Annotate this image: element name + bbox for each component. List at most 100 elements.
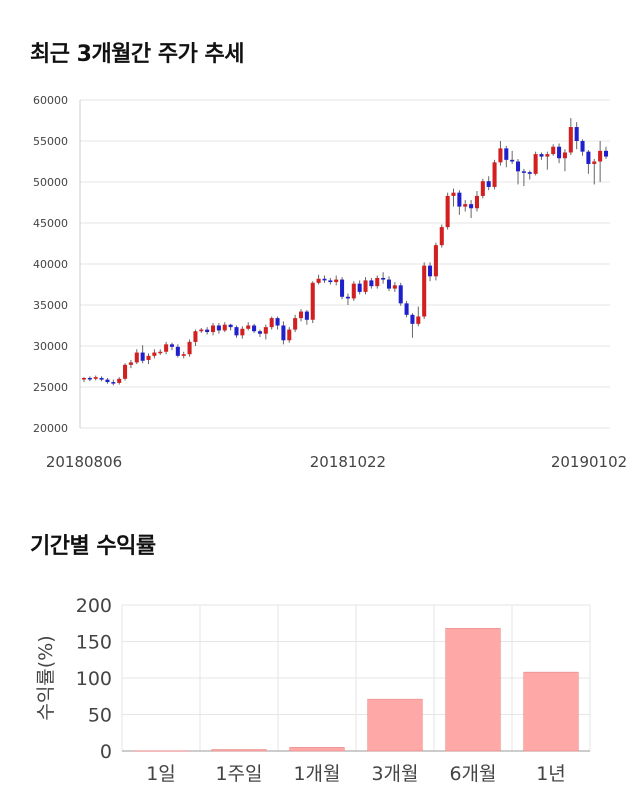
y-tick-label: 100 (76, 668, 112, 690)
candle-body (598, 150, 603, 162)
candle-body (93, 377, 98, 379)
candle-body (304, 311, 309, 320)
candle-body (275, 318, 280, 326)
x-tick-label: 6개월 (449, 763, 496, 785)
candle-body (293, 318, 298, 330)
y-tick-label: 50 (88, 705, 112, 727)
x-tick-label: 20180806 (46, 453, 122, 471)
x-tick-label: 3개월 (371, 763, 418, 785)
return-by-period-title: 기간별 수익률 (30, 534, 156, 559)
candle-body (105, 379, 110, 383)
candle-body (357, 283, 362, 292)
candle-body (234, 327, 239, 336)
candle-body (252, 325, 257, 332)
candle-body (539, 154, 544, 157)
candle-body (545, 154, 550, 157)
x-tick-label: 1년 (536, 763, 566, 785)
candle-body (328, 280, 333, 283)
candle-body (81, 377, 87, 380)
candle-body (240, 328, 245, 336)
candle-body (263, 327, 268, 334)
candle-body (146, 355, 151, 360)
candle-body (445, 195, 450, 228)
candle-body (281, 325, 286, 341)
candle-body (187, 341, 192, 355)
candle-body (428, 265, 433, 277)
candle-body (404, 303, 409, 315)
candle-body (298, 311, 304, 319)
x-tick-label: 1개월 (293, 763, 340, 785)
candle-body (164, 344, 169, 352)
candle-body (316, 278, 321, 283)
candle-body (457, 192, 462, 207)
y-tick-label: 0 (100, 741, 112, 763)
candle-body (386, 279, 392, 289)
y-tick-label: 30000 (33, 340, 68, 353)
y-tick-label: 25000 (33, 381, 68, 394)
y-tick-label: 35000 (33, 299, 68, 312)
candle-body (169, 344, 175, 347)
candle-body (521, 171, 526, 173)
candle-body (134, 352, 139, 363)
y-tick-label: 200 (76, 595, 112, 617)
candle-body (381, 277, 386, 280)
candle-body (527, 172, 532, 174)
candle-body (216, 325, 221, 331)
candle-body (181, 354, 186, 356)
candle-body (580, 141, 585, 152)
candle-body (486, 181, 491, 187)
y-axis-title: 수익률(%) (35, 635, 57, 720)
candle-body (287, 329, 292, 341)
candle-body (451, 192, 456, 196)
y-tick-label: 50000 (33, 176, 68, 189)
candle-body (369, 280, 374, 287)
candle-body (398, 285, 403, 304)
candle-body (557, 146, 562, 159)
candle-body (99, 377, 104, 380)
y-tick-label: 150 (76, 632, 112, 654)
candle-body (193, 331, 198, 342)
y-tick-label: 60000 (33, 94, 68, 107)
candle-body (603, 150, 609, 157)
x-tick-label: 20190102 (551, 453, 627, 471)
candle-body (463, 204, 468, 207)
candle-body (222, 324, 227, 331)
candle-body (410, 314, 415, 324)
return-bar (289, 747, 345, 752)
candle-body (257, 331, 262, 334)
y-tick-label: 40000 (33, 258, 68, 271)
candle-body (152, 352, 157, 356)
candle-body (586, 151, 591, 164)
candle-body (175, 346, 180, 356)
candle-body (469, 204, 474, 209)
candle-body (228, 324, 233, 328)
y-tick-label: 55000 (33, 135, 68, 148)
candle-body (422, 265, 427, 317)
candle-body (592, 161, 597, 164)
candle-body (140, 352, 145, 361)
candle-body (334, 279, 339, 283)
candle-body (492, 162, 497, 187)
x-tick-label: 1일 (146, 763, 176, 785)
candle-body (158, 351, 163, 354)
candle-body (504, 148, 509, 160)
candle-body (416, 316, 421, 324)
candle-body (439, 227, 444, 246)
candle-body (128, 362, 133, 365)
candle-body (340, 279, 345, 297)
candle-body (574, 127, 579, 141)
candle-body (123, 364, 128, 379)
candle-body (474, 195, 479, 209)
candle-body (117, 378, 122, 383)
candle-body (480, 181, 485, 196)
x-tick-label: 20181022 (310, 453, 386, 471)
candle-body (510, 159, 515, 162)
candle-body (246, 325, 251, 329)
x-tick-label: 1주일 (215, 763, 262, 785)
price-trend-title: 최근 3개월간 주가 추세 (30, 42, 244, 67)
candle-body (269, 318, 274, 328)
y-tick-label: 20000 (33, 422, 68, 435)
candle-body (533, 154, 538, 174)
y-tick-label: 45000 (33, 217, 68, 230)
candle-body (568, 127, 573, 153)
